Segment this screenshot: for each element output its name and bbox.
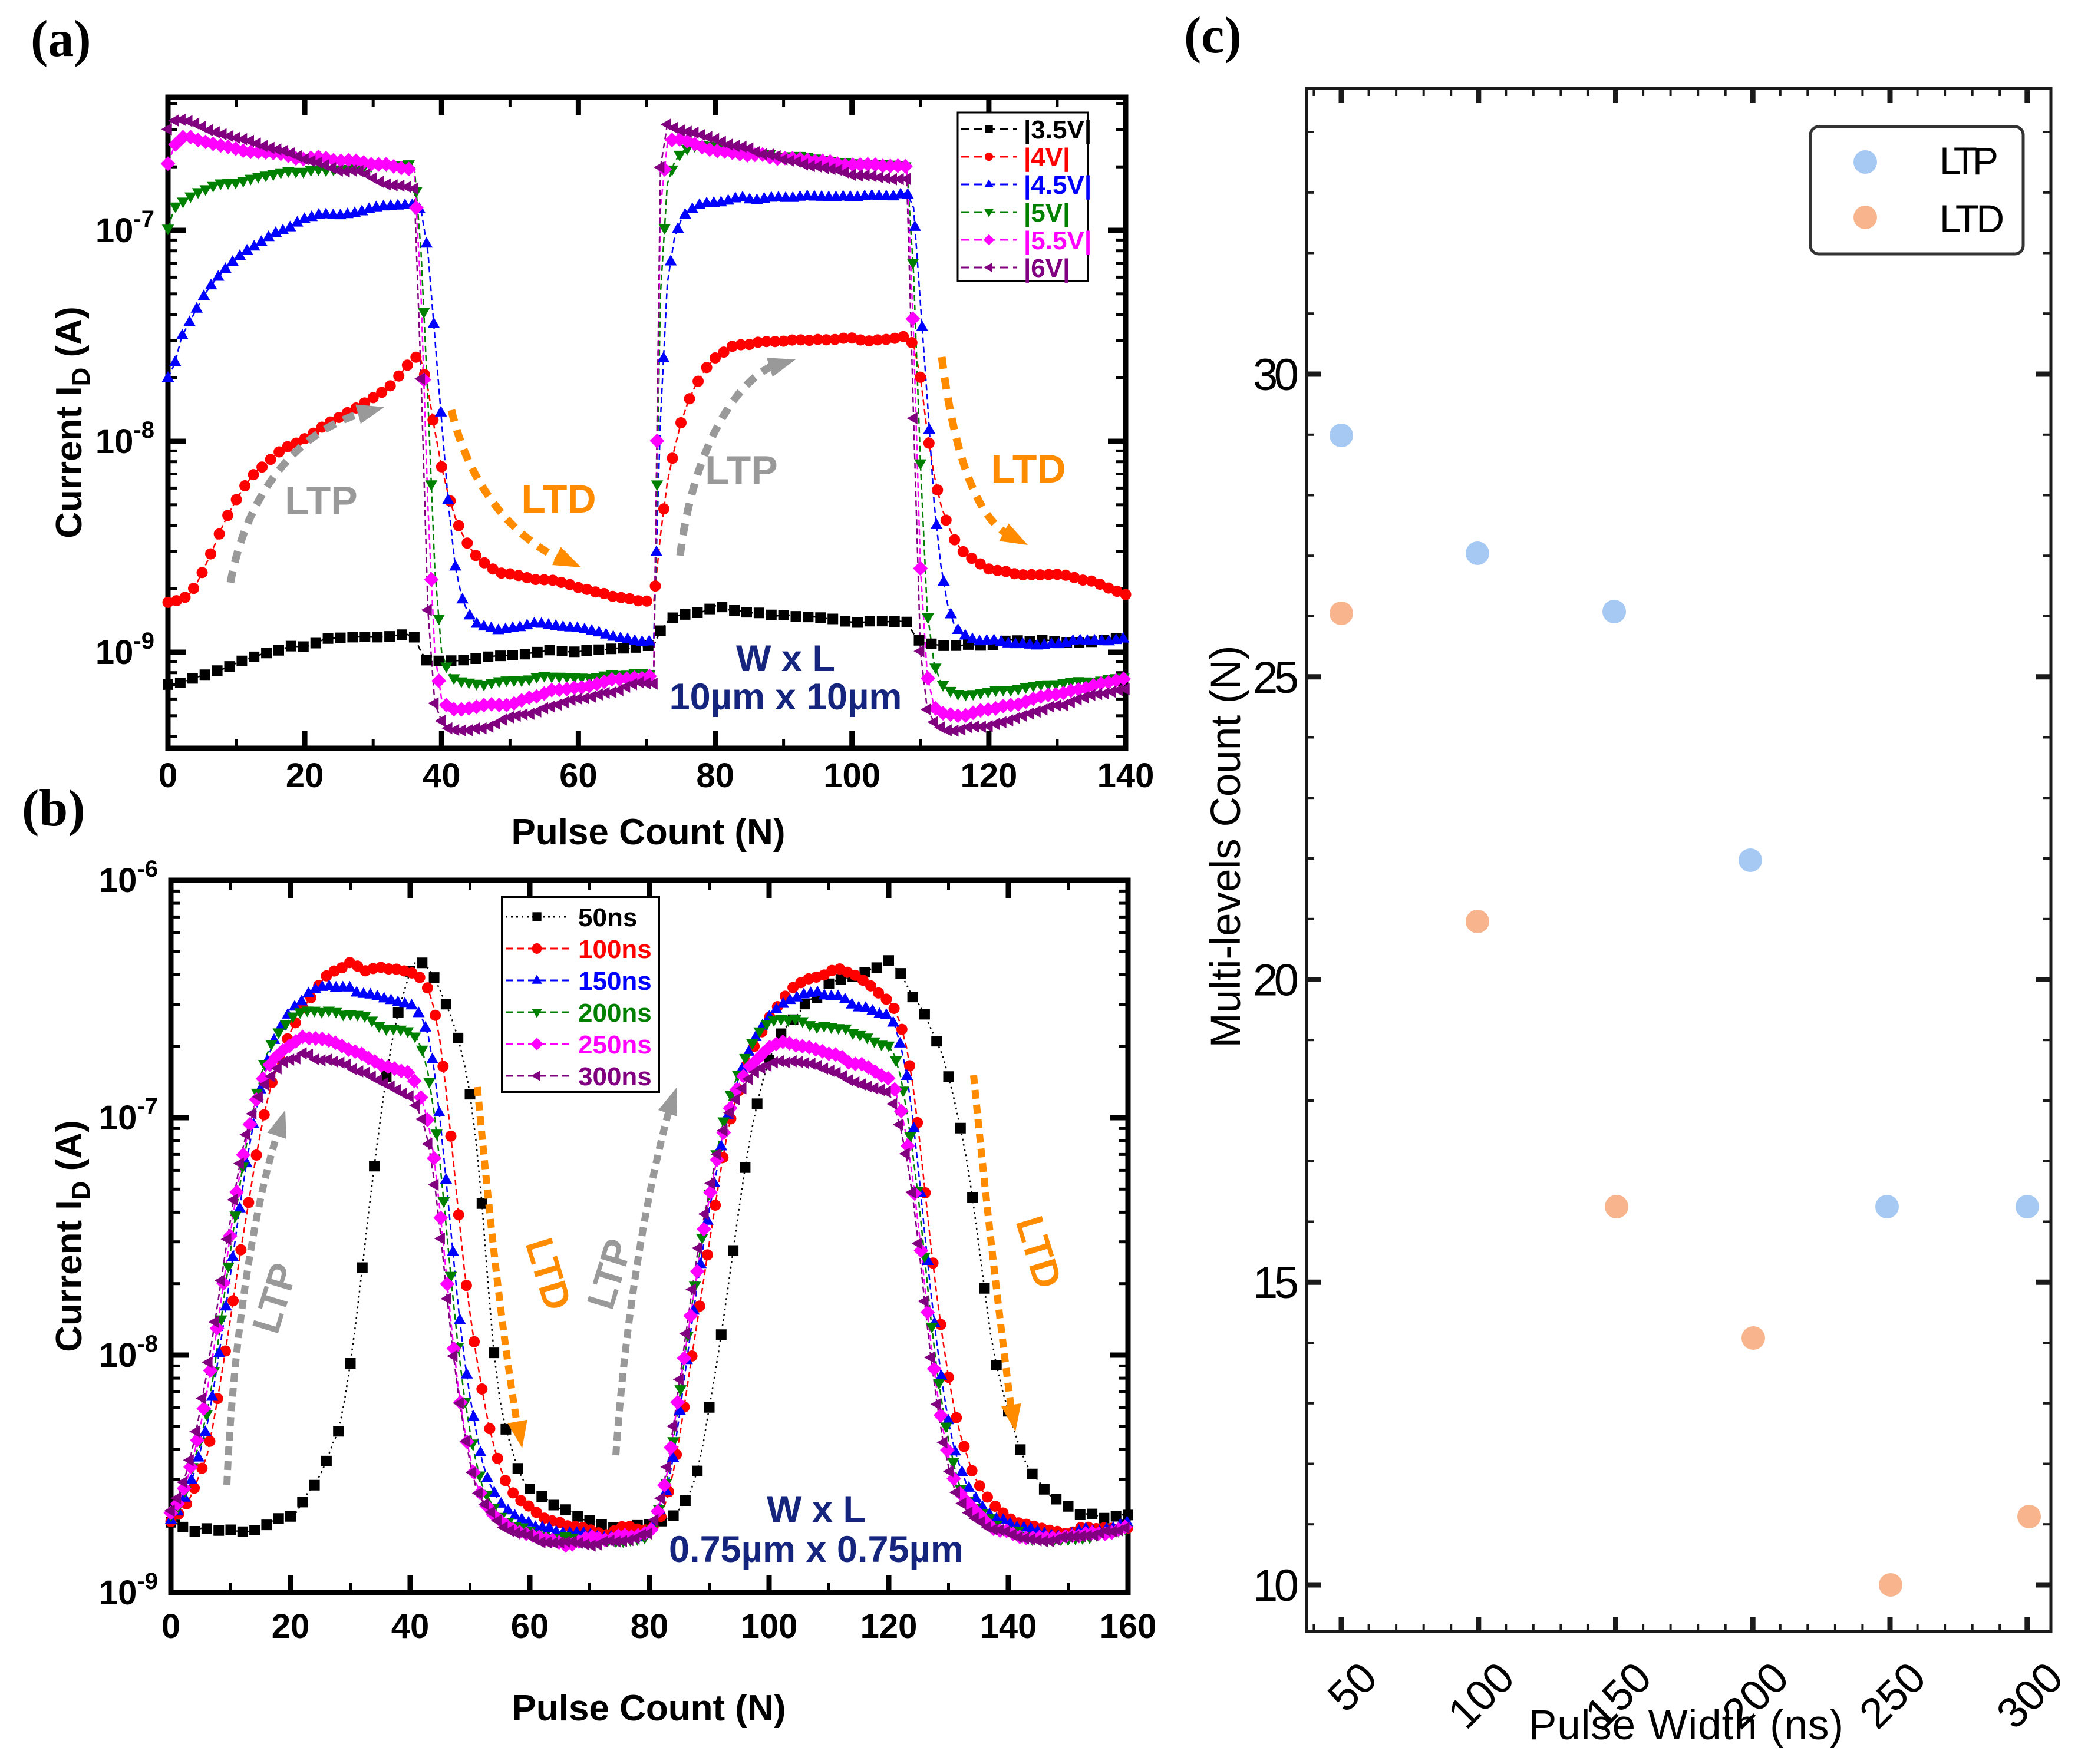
svg-text:W x L: W x L bbox=[767, 1489, 866, 1530]
svg-text:60: 60 bbox=[511, 1607, 549, 1646]
svg-text:20: 20 bbox=[286, 757, 324, 795]
svg-text:(c): (c) bbox=[1184, 7, 1242, 64]
svg-text:Pulse Width (ns): Pulse Width (ns) bbox=[1529, 1702, 1843, 1749]
svg-text:(b): (b) bbox=[22, 780, 85, 837]
svg-text:Current ID (A): Current ID (A) bbox=[49, 1120, 95, 1352]
svg-text:(a): (a) bbox=[31, 11, 91, 68]
svg-text:LTP: LTP bbox=[705, 448, 777, 493]
svg-text:|6V|: |6V| bbox=[1024, 254, 1070, 283]
svg-text:100ns: 100ns bbox=[578, 935, 652, 964]
svg-text:80: 80 bbox=[696, 757, 734, 795]
svg-text:|5V|: |5V| bbox=[1024, 199, 1070, 228]
svg-text:Multi-levels Count (N): Multi-levels Count (N) bbox=[1203, 646, 1249, 1048]
svg-text:Current ID (A): Current ID (A) bbox=[49, 306, 95, 538]
svg-text:160: 160 bbox=[1100, 1607, 1157, 1646]
svg-text:Pulse Count (N): Pulse Count (N) bbox=[512, 812, 786, 853]
svg-text:|5.5V|: |5.5V| bbox=[1024, 226, 1091, 256]
svg-text:120: 120 bbox=[860, 1607, 918, 1646]
svg-text:250ns: 250ns bbox=[578, 1030, 652, 1059]
svg-text:40: 40 bbox=[423, 757, 461, 795]
svg-text:40: 40 bbox=[391, 1607, 430, 1646]
svg-text:20: 20 bbox=[1253, 956, 1299, 1006]
svg-text:LTP: LTP bbox=[1940, 139, 1998, 183]
svg-text:0.75µm x 0.75µm: 0.75µm x 0.75µm bbox=[669, 1529, 964, 1570]
svg-text:|3.5V|: |3.5V| bbox=[1024, 115, 1091, 145]
svg-text:120: 120 bbox=[961, 757, 1018, 795]
svg-text:10µm x 10µm: 10µm x 10µm bbox=[669, 676, 902, 718]
svg-text:|4V|: |4V| bbox=[1024, 143, 1070, 173]
svg-text:140: 140 bbox=[1097, 757, 1155, 795]
svg-text:100: 100 bbox=[823, 757, 880, 795]
svg-text:50ns: 50ns bbox=[578, 903, 637, 932]
svg-text:LTD: LTD bbox=[521, 477, 596, 521]
svg-text:0: 0 bbox=[161, 1607, 180, 1646]
svg-text:LTD: LTD bbox=[1940, 197, 2004, 240]
svg-text:150ns: 150ns bbox=[578, 967, 652, 996]
svg-text:W x L: W x L bbox=[736, 638, 835, 679]
svg-text:140: 140 bbox=[980, 1607, 1037, 1646]
svg-text:10-7: 10-7 bbox=[95, 206, 154, 250]
svg-text:80: 80 bbox=[631, 1607, 669, 1646]
svg-text:30: 30 bbox=[1253, 350, 1299, 400]
svg-text:100: 100 bbox=[741, 1607, 798, 1646]
svg-text:LTP: LTP bbox=[285, 478, 357, 523]
svg-text:10: 10 bbox=[1253, 1561, 1299, 1611]
svg-text:20: 20 bbox=[272, 1607, 310, 1646]
svg-text:|4.5V|: |4.5V| bbox=[1024, 171, 1091, 200]
svg-text:15: 15 bbox=[1253, 1258, 1299, 1308]
svg-text:Pulse Count (N): Pulse Count (N) bbox=[512, 1688, 786, 1729]
svg-text:60: 60 bbox=[559, 757, 598, 795]
svg-text:LTD: LTD bbox=[991, 447, 1066, 491]
svg-text:25: 25 bbox=[1253, 653, 1299, 703]
svg-text:200ns: 200ns bbox=[578, 999, 652, 1028]
svg-text:0: 0 bbox=[159, 757, 177, 795]
svg-text:300ns: 300ns bbox=[578, 1062, 652, 1091]
